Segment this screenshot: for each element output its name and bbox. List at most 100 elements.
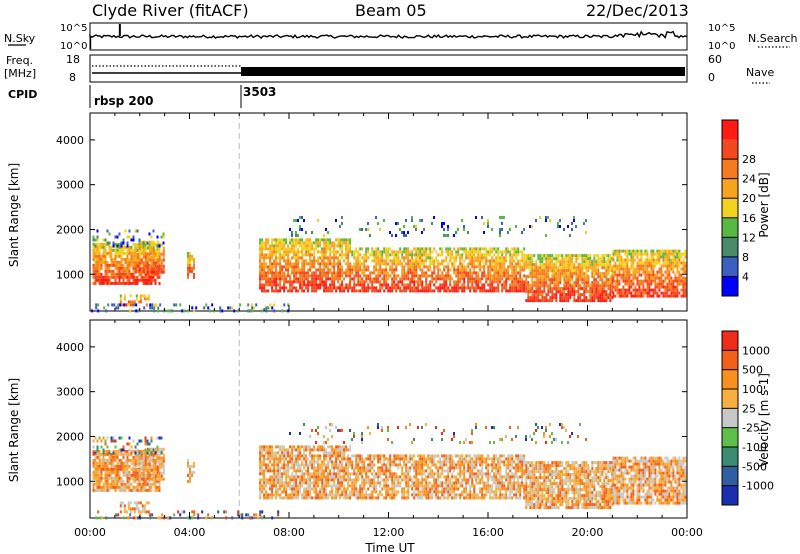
- velocity-echo-cell: [341, 481, 344, 485]
- power-echo-cell: [630, 291, 633, 295]
- velocity-echo-cell: [269, 445, 272, 449]
- velocity-echo-cell: [92, 470, 95, 474]
- power-echo-cell: [684, 252, 687, 256]
- power-echo-cell: [327, 289, 330, 293]
- velocity-echo-cell: [142, 458, 145, 462]
- power-echo-cell: [485, 289, 488, 293]
- power-echo-cell: [467, 286, 470, 290]
- power-echo-cell: [555, 299, 558, 303]
- power-echo-cell: [521, 231, 523, 234]
- velocity-echo-cell: [335, 475, 338, 479]
- power-echo-cell: [674, 291, 677, 295]
- velocity-echo-cell: [106, 464, 109, 468]
- velocity-echo-cell: [327, 460, 330, 464]
- power-echo-cell: [313, 253, 316, 257]
- velocity-echo-cell: [287, 493, 290, 497]
- velocity-echo-cell: [98, 455, 101, 459]
- power-echo-cell: [269, 250, 272, 254]
- power-echo-cell: [664, 294, 667, 298]
- power-echo-cell: [489, 259, 492, 263]
- power-echo-cell: [571, 284, 574, 288]
- power-echo-cell: [385, 286, 388, 290]
- power-echo-cell: [100, 257, 103, 261]
- velocity-echo-cell: [267, 463, 270, 467]
- velocity-echo-cell: [291, 454, 294, 458]
- power-echo-cell: [365, 253, 368, 257]
- velocity-echo-cell: [337, 451, 340, 455]
- power-echo-cell: [668, 252, 671, 256]
- power-echo-cell: [337, 265, 340, 269]
- power-echo-cell: [601, 284, 604, 288]
- power-echo-cell: [616, 291, 619, 295]
- power-echo-cell: [587, 284, 590, 288]
- power-echo-cell: [100, 245, 103, 249]
- velocity-echo-cell: [128, 470, 131, 474]
- power-echo-cell: [122, 241, 125, 245]
- power-echo-cell: [624, 270, 627, 274]
- velocity-echo-cell: [132, 476, 135, 480]
- power-echo-cell: [305, 271, 308, 275]
- power-echo-cell: [539, 278, 542, 282]
- velocity-echo-cell: [291, 484, 294, 488]
- velocity-echo-cell: [110, 467, 113, 471]
- velocity-echo-cell: [281, 496, 284, 500]
- velocity-echo-cell: [357, 457, 360, 461]
- power-echo-cell: [281, 274, 284, 278]
- velocity-echo-cell: [271, 454, 274, 458]
- velocity-echo-cell: [259, 472, 262, 476]
- power-echo-cell: [295, 244, 298, 248]
- power-echo-cell: [652, 252, 655, 256]
- velocity-echo-cell: [116, 464, 119, 468]
- power-echo-cell: [381, 271, 384, 275]
- velocity-echo-cell: [297, 448, 300, 452]
- power-echo-cell: [343, 253, 346, 257]
- power-echo-cell: [549, 281, 552, 285]
- power-echo-cell: [553, 284, 556, 288]
- power-echo-cell: [499, 280, 502, 284]
- velocity-echo-cell: [333, 454, 336, 458]
- velocity-echo-cell: [351, 454, 354, 458]
- power-echo-cell: [595, 284, 598, 288]
- power-echo-cell: [626, 276, 629, 280]
- power-echo-cell: [265, 280, 268, 284]
- velocity-echo-cell: [331, 460, 334, 464]
- power-echo-cell: [122, 263, 125, 267]
- velocity-echo-cell: [271, 457, 274, 461]
- power-echo-cell: [295, 231, 297, 234]
- power-echo-cell: [646, 252, 649, 256]
- velocity-echo-cell: [150, 465, 153, 469]
- power-echo-cell: [571, 222, 573, 225]
- power-echo-cell: [493, 262, 496, 266]
- velocity-echo-cell: [337, 469, 340, 473]
- velocity-echo-cell: [259, 448, 262, 452]
- velocity-echo-cell: [269, 457, 272, 461]
- velocity-echo-cell: [361, 478, 364, 482]
- power-echo-cell: [299, 286, 302, 290]
- power-echo-cell: [98, 254, 101, 258]
- velocity-echo-cell: [335, 448, 338, 452]
- power-echo-cell: [547, 257, 550, 261]
- power-echo-cell: [475, 289, 478, 293]
- power-echo-cell: [616, 273, 619, 277]
- power-echo-cell: [361, 271, 364, 275]
- power-echo-cell: [505, 268, 508, 272]
- velocity-echo-cell: [92, 482, 95, 486]
- power-echo-cell: [638, 249, 641, 253]
- power-echo-cell: [98, 263, 101, 267]
- power-echo-cell: [331, 289, 334, 293]
- power-echo-cell: [543, 275, 546, 279]
- power-echo-cell: [628, 249, 631, 253]
- power-echo-cell: [136, 278, 139, 282]
- power-echo-cell: [295, 259, 298, 263]
- power-echo-cell: [391, 262, 394, 266]
- power-echo-cell: [337, 280, 340, 284]
- power-echo-cell: [565, 299, 568, 303]
- power-echo-cell: [477, 277, 480, 281]
- power-echo-cell: [662, 273, 665, 277]
- velocity-echo-cell: [293, 481, 296, 485]
- power-echo-cell: [519, 271, 522, 275]
- power-echo-cell: [622, 288, 625, 292]
- power-echo-cell: [547, 216, 549, 219]
- power-echo-cell: [259, 241, 262, 245]
- velocity-echo-cell: [119, 504, 122, 508]
